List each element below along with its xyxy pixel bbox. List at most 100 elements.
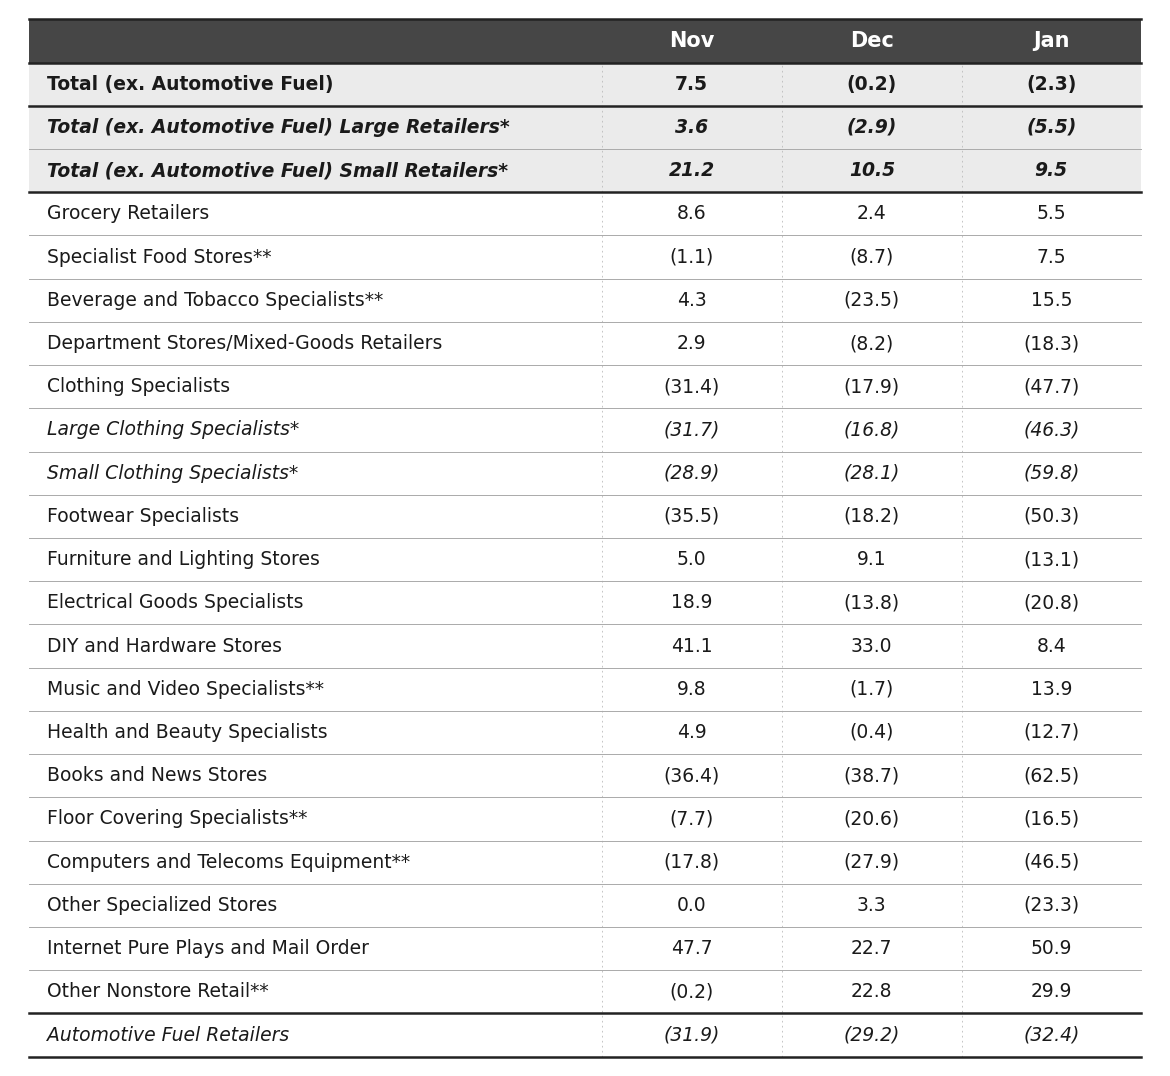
Text: (20.6): (20.6) <box>844 809 900 829</box>
Text: (59.8): (59.8) <box>1023 464 1080 483</box>
Bar <box>29 19 1141 62</box>
Text: Dec: Dec <box>849 31 894 51</box>
Text: 0.0: 0.0 <box>677 896 707 915</box>
Text: (31.9): (31.9) <box>663 1025 720 1045</box>
Text: Floor Covering Specialists**: Floor Covering Specialists** <box>47 809 308 829</box>
Text: 9.5: 9.5 <box>1034 161 1068 180</box>
Text: 18.9: 18.9 <box>670 593 713 612</box>
Text: (8.2): (8.2) <box>849 334 894 353</box>
Bar <box>29 667 1141 711</box>
Text: 3.3: 3.3 <box>856 896 887 915</box>
Text: (17.8): (17.8) <box>663 852 720 872</box>
Bar <box>29 193 1141 236</box>
Text: (5.5): (5.5) <box>1026 118 1076 137</box>
Text: 2.4: 2.4 <box>856 204 887 224</box>
Text: Total (ex. Automotive Fuel): Total (ex. Automotive Fuel) <box>47 74 333 94</box>
Text: 3.6: 3.6 <box>675 118 708 137</box>
Bar <box>29 452 1141 495</box>
Bar <box>29 148 1141 193</box>
Bar <box>29 279 1141 322</box>
Text: DIY and Hardware Stores: DIY and Hardware Stores <box>47 637 282 655</box>
Text: (7.7): (7.7) <box>669 809 714 829</box>
Bar <box>29 971 1141 1014</box>
Text: (18.2): (18.2) <box>844 507 900 526</box>
Text: 5.5: 5.5 <box>1037 204 1066 224</box>
Text: 15.5: 15.5 <box>1031 291 1072 310</box>
Text: (31.7): (31.7) <box>663 421 720 439</box>
Text: Electrical Goods Specialists: Electrical Goods Specialists <box>47 593 304 612</box>
Text: 5.0: 5.0 <box>677 550 707 569</box>
Text: (17.9): (17.9) <box>844 378 900 396</box>
Bar <box>29 754 1141 797</box>
Text: 22.7: 22.7 <box>851 939 893 958</box>
Text: 9.8: 9.8 <box>677 680 707 698</box>
Text: Department Stores/Mixed-Goods Retailers: Department Stores/Mixed-Goods Retailers <box>47 334 442 353</box>
Text: (35.5): (35.5) <box>663 507 720 526</box>
Bar <box>29 581 1141 624</box>
Text: Beverage and Tobacco Specialists**: Beverage and Tobacco Specialists** <box>47 291 384 310</box>
Text: Books and News Stores: Books and News Stores <box>47 766 268 785</box>
Text: Total (ex. Automotive Fuel) Large Retailers*: Total (ex. Automotive Fuel) Large Retail… <box>47 118 510 137</box>
Text: 47.7: 47.7 <box>670 939 713 958</box>
Text: 33.0: 33.0 <box>851 637 893 655</box>
Bar <box>29 1014 1141 1057</box>
Text: Other Specialized Stores: Other Specialized Stores <box>47 896 277 915</box>
Text: (12.7): (12.7) <box>1024 723 1080 742</box>
Text: (50.3): (50.3) <box>1024 507 1080 526</box>
Bar <box>29 797 1141 840</box>
Text: Health and Beauty Specialists: Health and Beauty Specialists <box>47 723 328 742</box>
Text: Other Nonstore Retail**: Other Nonstore Retail** <box>47 982 269 1002</box>
Text: (23.3): (23.3) <box>1024 896 1080 915</box>
Text: Specialist Food Stores**: Specialist Food Stores** <box>47 247 271 267</box>
Text: 7.5: 7.5 <box>1037 247 1066 267</box>
Text: Automotive Fuel Retailers: Automotive Fuel Retailers <box>47 1025 289 1045</box>
Text: Clothing Specialists: Clothing Specialists <box>47 378 230 396</box>
Bar <box>29 538 1141 581</box>
Text: (23.5): (23.5) <box>844 291 900 310</box>
Text: (1.7): (1.7) <box>849 680 894 698</box>
Text: 4.9: 4.9 <box>676 723 707 742</box>
Text: 8.6: 8.6 <box>677 204 707 224</box>
Text: (16.5): (16.5) <box>1024 809 1080 829</box>
Text: (46.3): (46.3) <box>1023 421 1080 439</box>
Text: (62.5): (62.5) <box>1024 766 1080 785</box>
Bar <box>29 62 1141 105</box>
Text: Footwear Specialists: Footwear Specialists <box>47 507 240 526</box>
Bar <box>29 840 1141 883</box>
Text: (16.8): (16.8) <box>844 421 900 439</box>
Text: (0.2): (0.2) <box>847 74 897 94</box>
Text: Total (ex. Automotive Fuel) Small Retailers*: Total (ex. Automotive Fuel) Small Retail… <box>47 161 508 180</box>
Bar <box>29 928 1141 971</box>
Text: (18.3): (18.3) <box>1024 334 1080 353</box>
Text: (28.9): (28.9) <box>663 464 720 483</box>
Text: (28.1): (28.1) <box>844 464 900 483</box>
Text: (2.3): (2.3) <box>1026 74 1076 94</box>
Text: 41.1: 41.1 <box>670 637 713 655</box>
Text: Internet Pure Plays and Mail Order: Internet Pure Plays and Mail Order <box>47 939 370 958</box>
Text: 29.9: 29.9 <box>1031 982 1072 1002</box>
Text: (13.8): (13.8) <box>844 593 900 612</box>
Text: 2.9: 2.9 <box>677 334 707 353</box>
Text: 7.5: 7.5 <box>675 74 708 94</box>
Text: (1.1): (1.1) <box>669 247 714 267</box>
Text: (31.4): (31.4) <box>663 378 720 396</box>
Text: (0.2): (0.2) <box>669 982 714 1002</box>
Text: 4.3: 4.3 <box>676 291 707 310</box>
Text: (20.8): (20.8) <box>1024 593 1080 612</box>
Text: (8.7): (8.7) <box>849 247 894 267</box>
Text: (0.4): (0.4) <box>849 723 894 742</box>
Text: Music and Video Specialists**: Music and Video Specialists** <box>47 680 324 698</box>
Text: (46.5): (46.5) <box>1023 852 1080 872</box>
Bar <box>29 883 1141 926</box>
Text: Grocery Retailers: Grocery Retailers <box>47 204 209 224</box>
Bar <box>29 365 1141 409</box>
Bar <box>29 236 1141 279</box>
Text: 22.8: 22.8 <box>851 982 893 1002</box>
Bar <box>29 409 1141 452</box>
Text: 21.2: 21.2 <box>668 161 715 180</box>
Text: (32.4): (32.4) <box>1023 1025 1080 1045</box>
Text: Nov: Nov <box>669 31 715 51</box>
Bar <box>29 624 1141 667</box>
Text: Furniture and Lighting Stores: Furniture and Lighting Stores <box>47 550 321 569</box>
Bar <box>29 105 1141 150</box>
